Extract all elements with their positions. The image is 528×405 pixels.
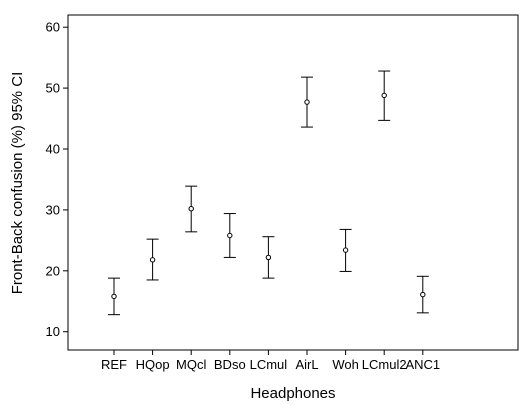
y-tick-label: 10 (46, 324, 60, 339)
mean-point (227, 232, 233, 239)
mean-point (420, 291, 426, 298)
y-tick-label: 40 (46, 142, 60, 157)
x-tick-label: REF (101, 357, 127, 372)
x-tick-label: MQcl (176, 357, 206, 372)
data-marks (108, 70, 429, 316)
x-tick-label: HQop (136, 357, 170, 372)
x-tick-label: LCmul2 (362, 357, 407, 372)
mean-point (111, 293, 117, 300)
y-tick-label: 30 (46, 202, 60, 217)
x-tick-label: BDso (214, 357, 246, 372)
x-axis-title: Headphones (250, 385, 335, 402)
y-axis: 10 20 30 40 50 60 (46, 20, 68, 339)
y-tick-label: 20 (46, 263, 60, 278)
y-axis-title: Front-Back confusion (%) 95% CI (9, 72, 26, 295)
mean-point (149, 257, 156, 263)
mean-point (304, 99, 310, 105)
y-tick-label: 60 (46, 20, 60, 35)
mean-point (265, 254, 272, 261)
mean-point (342, 247, 349, 253)
plot-frame (67, 14, 519, 351)
x-tick-label: Woh (332, 357, 359, 372)
y-tick-label: 50 (46, 81, 60, 96)
x-tick-label: ANC1 (405, 357, 440, 372)
x-tick-label: LCmul (250, 357, 288, 372)
x-tick-label: AirL (295, 357, 318, 372)
mean-point (381, 92, 387, 99)
mean-point (188, 205, 194, 212)
